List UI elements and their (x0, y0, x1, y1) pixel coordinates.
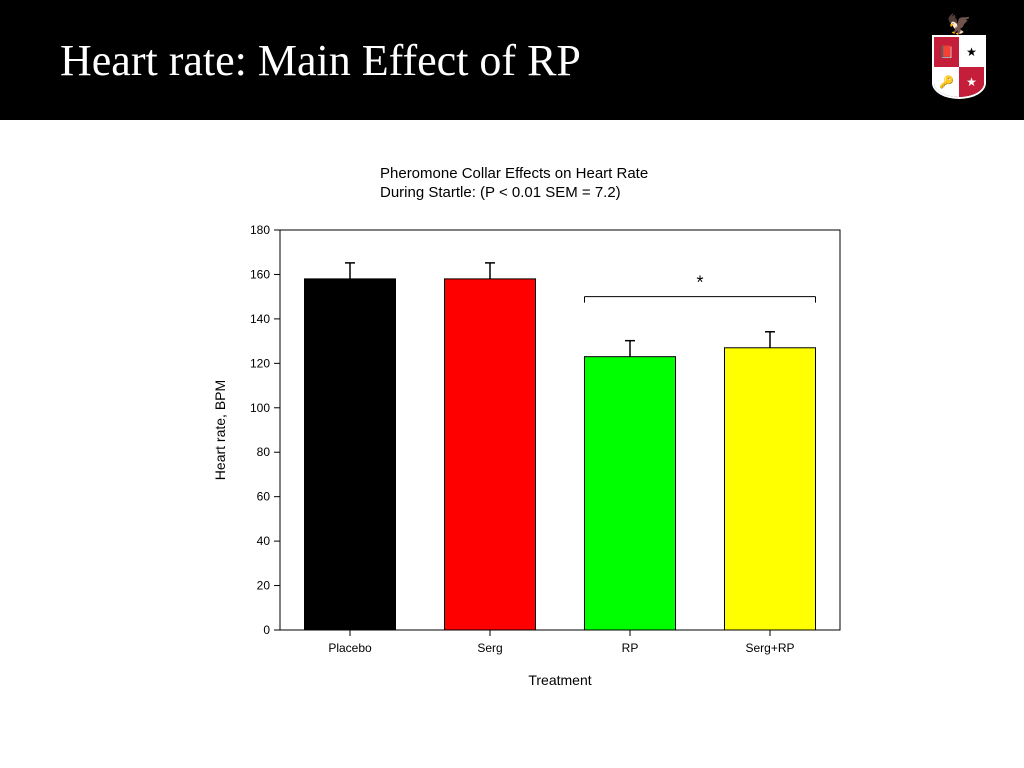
y-tick-label: 100 (250, 401, 270, 415)
y-tick-label: 140 (250, 312, 270, 326)
institution-crest-icon: 🦅 📕 ★ 🔑 ★ (924, 15, 994, 105)
shield-icon: 📕 ★ 🔑 ★ (932, 35, 986, 99)
x-tick-label: Serg (477, 641, 502, 655)
chart-container: Pheromone Collar Effects on Heart Rate Du… (0, 120, 1024, 768)
slide-header: Heart rate: Main Effect of RP 🦅 📕 ★ 🔑 ★ (0, 0, 1024, 120)
y-tick-label: 0 (263, 623, 270, 637)
y-axis-label: Heart rate, BPM (212, 380, 228, 480)
y-tick-label: 160 (250, 267, 270, 281)
y-tick-label: 60 (257, 490, 271, 504)
bar (305, 279, 396, 630)
chart-title-line2: During Startle: (P < 0.01 SEM = 7.2) (380, 184, 621, 201)
y-tick-label: 20 (257, 579, 271, 593)
chart-title-line1: Pheromone Collar Effects on Heart Rate (380, 165, 648, 182)
bar (725, 348, 816, 630)
x-axis-label: Treatment (528, 672, 591, 688)
y-tick-label: 40 (257, 534, 271, 548)
x-tick-label: Placebo (328, 641, 372, 655)
y-tick-label: 120 (250, 356, 270, 370)
slide-title: Heart rate: Main Effect of RP (60, 35, 581, 86)
eagle-icon: 🦅 (947, 15, 972, 35)
bar (445, 279, 536, 630)
significance-star: * (696, 273, 703, 293)
y-tick-label: 80 (257, 445, 271, 459)
x-tick-label: RP (622, 641, 639, 655)
x-tick-label: Serg+RP (745, 641, 794, 655)
bar-chart: Pheromone Collar Effects on Heart Rate Du… (190, 150, 890, 710)
y-tick-label: 180 (250, 223, 270, 237)
bar (585, 357, 676, 630)
